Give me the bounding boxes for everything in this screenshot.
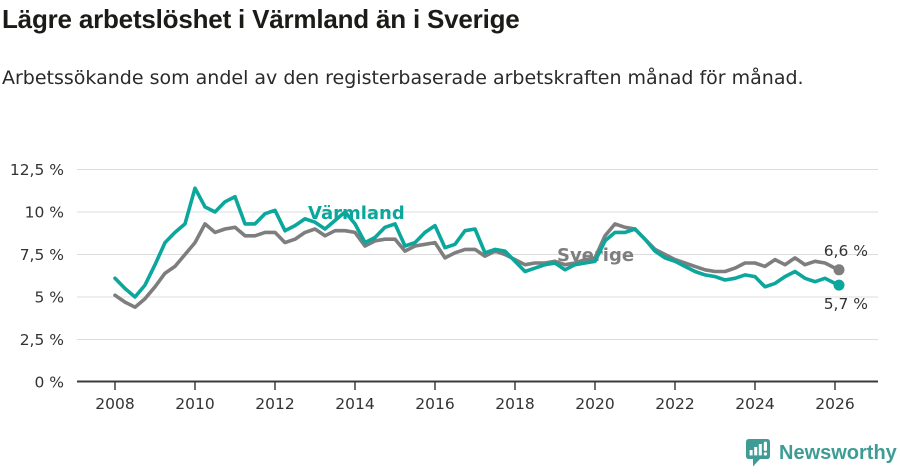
x-tick-label: 2014 [335,395,374,413]
series-label: Sverige [557,245,634,266]
newsworthy-bubble-barchart-icon [746,439,770,467]
series-label: Värmland [308,203,405,224]
x-tick-label: 2022 [655,395,694,413]
series-line-vrmland [113,186,841,299]
newsworthy-brand-link[interactable]: Newsworthy [744,437,897,469]
chart-title: Lägre arbetslöshet i Värmland än i Sveri… [2,4,520,34]
y-tick-label: 7,5 % [20,246,64,264]
x-tick-label: 2018 [495,395,534,413]
x-tick-label: 2020 [575,395,614,413]
x-tick-label: 2010 [175,395,214,413]
y-tick-label: 12,5 % [10,161,64,179]
x-tick-label: 2026 [815,395,854,413]
x-tick-label: 2008 [95,395,134,413]
y-tick-label: 0 % [34,374,64,392]
x-tick-label: 2016 [415,395,454,413]
brand-name: Newsworthy [779,441,897,464]
series-end-dot-vrmland [833,279,845,291]
series-line-sverige [113,222,841,310]
series-end-value-label: 6,6 % [824,242,868,260]
y-tick-label: 10 % [25,204,64,222]
chart-subtitle: Arbetssökande som andel av den registerb… [2,67,804,89]
x-tick-label: 2024 [735,395,774,413]
series-end-value-label: 5,7 % [824,295,868,313]
series-end-dot-sverige [833,264,845,276]
y-tick-label: 2,5 % [20,331,64,349]
y-tick-label: 5 % [34,289,64,307]
x-tick-label: 2012 [255,395,294,413]
